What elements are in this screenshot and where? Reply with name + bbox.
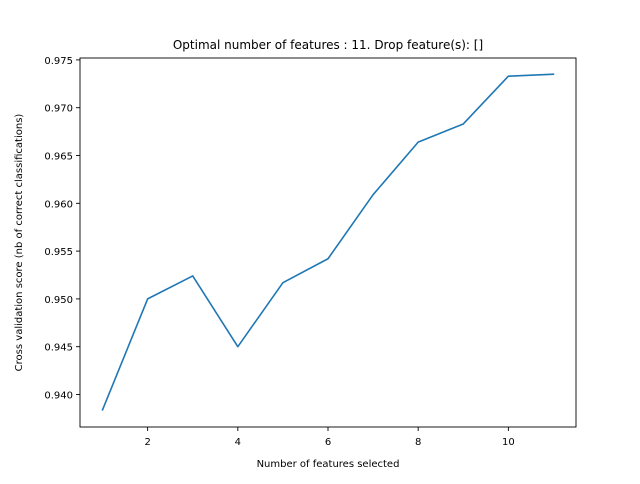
chart-title: Optimal number of features : 11. Drop fe… xyxy=(173,38,483,52)
x-tick-label: 8 xyxy=(415,437,421,448)
plot-area xyxy=(80,58,576,427)
y-tick-label: 0.965 xyxy=(44,152,73,163)
x-axis-label: Number of features selected xyxy=(257,459,400,470)
x-tick-label: 10 xyxy=(502,437,515,448)
series-group xyxy=(101,73,555,411)
y-tick-label: 0.960 xyxy=(44,199,73,210)
y-tick-label: 0.940 xyxy=(44,390,73,401)
x-tick-label: 2 xyxy=(144,437,150,448)
y-tick-label: 0.955 xyxy=(44,247,73,258)
y-tick-label: 0.945 xyxy=(44,343,73,354)
y-axis-label: Cross validation score (nb of correct cl… xyxy=(14,114,25,372)
x-tick-label: 6 xyxy=(325,437,331,448)
y-tick-label: 0.975 xyxy=(44,56,73,67)
plot-frame xyxy=(79,57,577,428)
y-tick-label: 0.970 xyxy=(44,104,73,115)
y-tick-label: 0.950 xyxy=(44,295,73,306)
series-line xyxy=(101,73,555,411)
ticks-group: 2 4 6 8 10 0.940 0.945 0.950 0.955 0.960 0.965 0.97… xyxy=(44,56,514,448)
x-tick-label: 4 xyxy=(235,437,241,448)
